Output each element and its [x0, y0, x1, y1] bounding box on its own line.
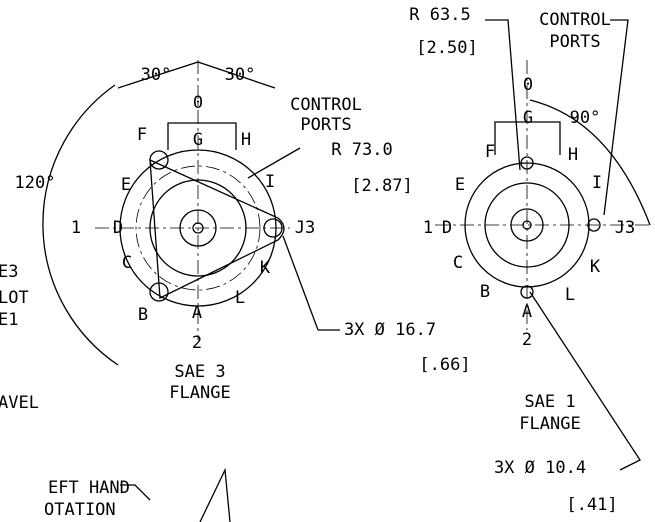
label: H	[568, 145, 578, 165]
label: L	[565, 285, 575, 305]
label: PORTS	[549, 32, 600, 52]
label: E3	[0, 262, 18, 282]
label: LOT	[0, 288, 29, 308]
label: CONTROL	[539, 10, 611, 30]
rotation-arrow	[120, 470, 230, 522]
label: 2	[192, 333, 202, 353]
label: E	[455, 175, 465, 195]
drawing: 030°30°120°CONTROLPORTSR 73.0[2.87]FGHEI…	[0, 0, 655, 522]
label: D	[442, 218, 452, 238]
label: 0	[193, 93, 203, 113]
label: FLANGE	[169, 383, 230, 403]
label: 2	[522, 330, 532, 350]
label: J3	[615, 218, 635, 238]
label: 90°	[570, 108, 601, 128]
label: 0	[523, 75, 533, 95]
label: SAE 3	[174, 362, 225, 382]
label: 1	[71, 218, 81, 238]
label: J3	[295, 218, 315, 238]
label: K	[590, 257, 601, 277]
label: SAE 1	[524, 392, 575, 412]
label: C	[453, 253, 463, 273]
label: AVEL	[0, 393, 39, 413]
label: CONTROL	[290, 95, 362, 115]
label: E1	[0, 310, 18, 330]
label: I	[592, 173, 602, 193]
label: 3X Ø 16.7	[344, 320, 436, 340]
label: 120°	[15, 173, 56, 193]
label: D	[113, 218, 123, 238]
label: G	[193, 130, 203, 150]
label: 30°	[141, 65, 172, 85]
label: A	[522, 302, 532, 322]
label: FLANGE	[519, 414, 580, 434]
label: H	[241, 130, 251, 150]
label: G	[523, 108, 533, 128]
label: [.66]	[419, 355, 470, 375]
label: 30°	[225, 65, 256, 85]
label: F	[485, 142, 495, 162]
label: L	[235, 288, 245, 308]
label: OTATION	[44, 500, 116, 520]
label: B	[138, 305, 148, 325]
label: 3X Ø 10.4	[494, 458, 586, 478]
label: 1	[423, 218, 433, 238]
label: B	[480, 282, 490, 302]
label: [2.50]	[416, 38, 477, 58]
label: K	[260, 258, 271, 278]
label: I	[265, 172, 275, 192]
label: A	[192, 303, 202, 323]
label: F	[137, 125, 147, 145]
label: C	[122, 253, 132, 273]
label: EFT HAND	[48, 478, 130, 498]
label: R 73.0	[331, 140, 392, 160]
label: R 63.5	[409, 5, 470, 25]
label: [.41]	[566, 495, 617, 515]
label: PORTS	[300, 115, 351, 135]
label: [2.87]	[351, 176, 412, 196]
label: E	[121, 175, 131, 195]
